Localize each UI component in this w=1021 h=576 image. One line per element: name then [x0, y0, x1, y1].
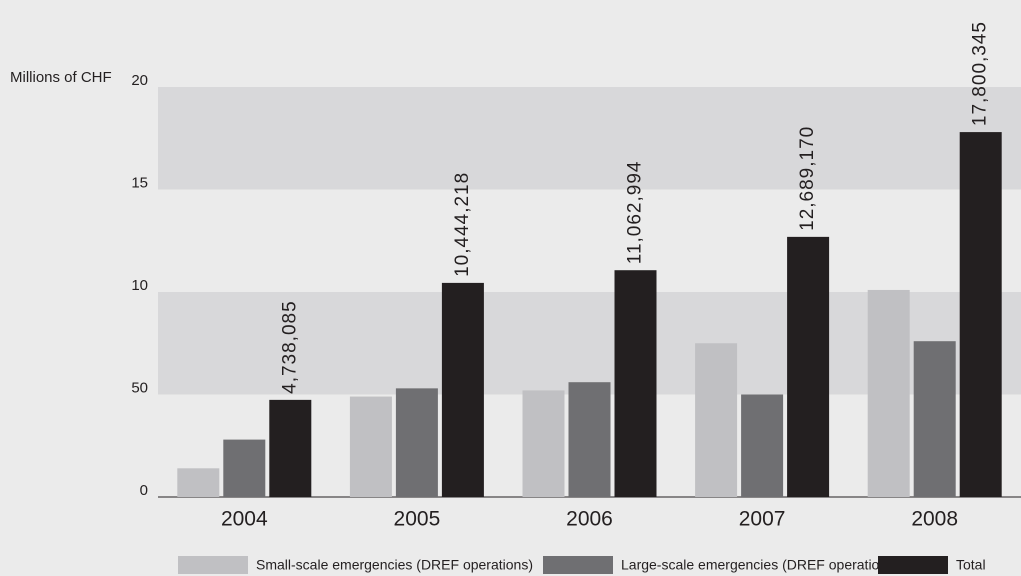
y-tick-label: 20: [131, 72, 148, 89]
bar: [223, 439, 266, 497]
legend-label: Small-scale emergencies (DREF operations…: [256, 557, 533, 573]
bar: [395, 388, 438, 497]
x-tick-label: 2004: [221, 508, 268, 531]
grid-band: [158, 87, 1021, 190]
bar: [695, 343, 738, 497]
bar: [349, 396, 392, 497]
legend-label: Total: [956, 557, 986, 573]
x-tick-label: 2007: [739, 508, 786, 531]
value-label: 17,800,345: [970, 21, 991, 126]
bar: [913, 341, 956, 497]
legend-swatch: [543, 556, 613, 574]
y-tick-label: 50: [131, 379, 148, 396]
bar: [177, 468, 220, 497]
grid-band: [158, 189, 1021, 292]
value-label: 10,444,218: [452, 172, 473, 277]
y-tick-label: 0: [140, 482, 148, 499]
bar: [522, 390, 565, 497]
value-label: 4,738,085: [279, 300, 300, 394]
bar: [269, 399, 312, 497]
bar: [867, 289, 910, 497]
x-tick-label: 2005: [394, 508, 441, 531]
y-tick-label: 10: [131, 277, 148, 294]
y-axis-label: Millions of CHF: [10, 69, 112, 86]
value-label: 12,689,170: [797, 126, 818, 231]
bar: [959, 132, 1002, 497]
legend-label: Large-scale emergencies (DREF operations…: [621, 557, 899, 573]
x-tick-label: 2006: [566, 508, 613, 531]
value-label: 11,062,994: [625, 161, 646, 265]
bar: [614, 270, 657, 497]
bar: [741, 394, 784, 497]
bar: [441, 282, 484, 497]
legend-swatch: [178, 556, 248, 574]
bar: [787, 236, 830, 497]
y-tick-label: 15: [131, 174, 148, 191]
legend-swatch: [878, 556, 948, 574]
bar: [568, 382, 611, 497]
x-tick-label: 2008: [911, 508, 958, 531]
